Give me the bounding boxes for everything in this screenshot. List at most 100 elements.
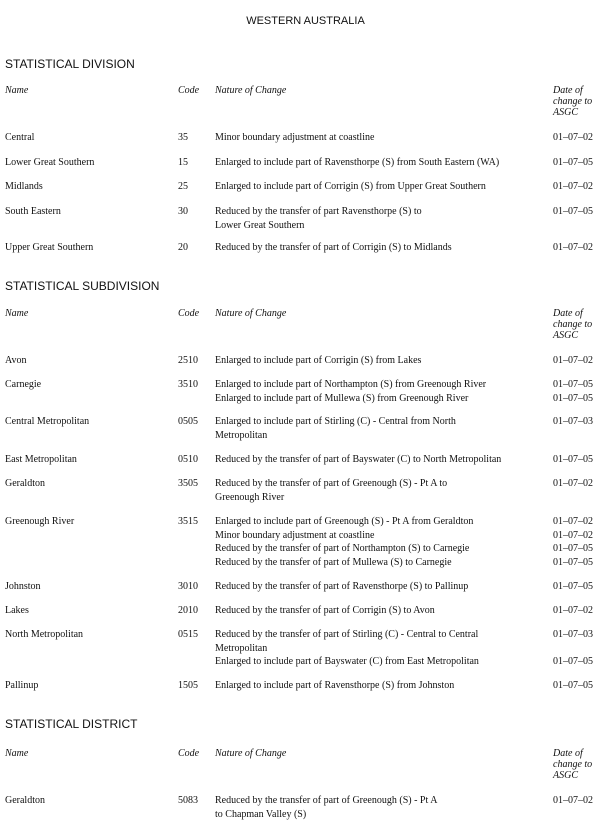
- row-code: 20: [178, 242, 188, 253]
- row-name: Greenough River: [5, 516, 75, 527]
- row-name: Upper Great Southern: [5, 242, 94, 253]
- row-nature-of-change: Reduced by the transfer of part of North…: [215, 543, 470, 555]
- row-code: 15: [178, 157, 188, 168]
- row-date: 01–07–02: [553, 795, 593, 806]
- row-date: 01–07–05: [553, 543, 593, 555]
- row-code: 2510: [178, 355, 198, 366]
- page-title: WESTERN AUSTRALIA: [246, 15, 365, 27]
- row-name: Geraldton: [5, 478, 45, 489]
- row-nature-of-change: Enlarged to include part of Corrigin (S)…: [215, 355, 422, 366]
- column-header-date: change to: [553, 759, 593, 770]
- row-code: 25: [178, 181, 188, 192]
- row-code: 0510: [178, 454, 198, 465]
- row-name: Geraldton: [5, 795, 45, 806]
- row-code: 1505: [178, 680, 198, 691]
- row-name: South Eastern: [5, 206, 61, 217]
- row-nature-of-change: Reduced by the transfer of part of Raven…: [215, 581, 469, 592]
- row-date: 01–07–02: [553, 478, 593, 489]
- row-nature-of-change: Reduced by the transfer of part Ravensth…: [215, 206, 422, 217]
- row-nature-of-change: Metropolitan: [215, 429, 268, 441]
- row-code: 30: [178, 206, 188, 217]
- row-code: 2010: [178, 605, 198, 616]
- row-date: 01–07–05: [553, 556, 593, 568]
- row-nature-of-change: Reduced by the transfer of part of Mulle…: [215, 556, 452, 568]
- row-name: Pallinup: [5, 680, 39, 691]
- row-date: 01–07–05: [553, 680, 593, 691]
- column-header-date: change to: [553, 319, 593, 330]
- row-nature-of-change: Enlarged to include part of Stirling (C)…: [215, 416, 456, 427]
- row-date: 01–07–05: [553, 392, 593, 404]
- column-header-code: Code: [178, 85, 200, 96]
- row-nature-of-change: Minor boundary adjustment at coastline: [215, 529, 375, 541]
- column-header-code: Code: [178, 308, 200, 319]
- column-header-nature: Nature of Change: [215, 85, 287, 96]
- row-date: 01–07–05: [553, 581, 593, 592]
- column-header-name: Name: [5, 308, 29, 319]
- column-header-date: change to: [553, 96, 593, 107]
- column-header-date: Date of: [553, 308, 583, 319]
- row-code: 3510: [178, 379, 198, 390]
- row-date: 01–07–02: [553, 605, 593, 616]
- row-name: East Metropolitan: [5, 454, 77, 465]
- row-nature-of-change: Reduced by the transfer of part of Corri…: [215, 605, 435, 616]
- row-code: 3515: [178, 516, 198, 527]
- row-nature-of-change: to Chapman Valley (S): [215, 808, 307, 820]
- row-nature-of-change: Enlarged to include part of Corrigin (S)…: [215, 181, 486, 192]
- row-code: 35: [178, 132, 188, 143]
- row-name: Central Metropolitan: [5, 416, 90, 427]
- row-date: 01–07–02: [553, 181, 593, 192]
- row-date: 01–07–02: [553, 529, 593, 541]
- row-nature-of-change: Greenough River: [215, 491, 285, 503]
- column-header-date: ASGC: [553, 770, 578, 781]
- row-nature-of-change: Enlarged to include part of Ravensthorpe…: [215, 680, 455, 691]
- row-name: Lower Great Southern: [5, 157, 95, 168]
- section-heading: STATISTICAL SUBDIVISION: [5, 279, 160, 293]
- column-header-name: Name: [5, 85, 29, 96]
- row-nature-of-change: Enlarged to include part of Bayswater (C…: [215, 656, 479, 668]
- column-header-nature: Nature of Change: [215, 748, 287, 759]
- row-date: 01–07–03: [553, 629, 593, 640]
- row-name: Avon: [5, 355, 27, 366]
- row-date: 01–07–02: [553, 355, 593, 366]
- row-name: Carnegie: [5, 379, 42, 390]
- row-nature-of-change: Lower Great Southern: [215, 219, 305, 231]
- row-date: 01–07–05: [553, 454, 593, 465]
- row-nature-of-change: Enlarged to include part of Northampton …: [215, 379, 487, 390]
- row-date: 01–07–05: [553, 206, 593, 217]
- row-nature-of-change: Enlarged to include part of Mullewa (S) …: [215, 392, 469, 404]
- row-code: 3505: [178, 478, 198, 489]
- row-code: 0505: [178, 416, 198, 427]
- row-date: 01–07–03: [553, 416, 593, 427]
- row-date: 01–07–05: [553, 379, 593, 390]
- row-nature-of-change: Reduced by the transfer of part of Baysw…: [215, 454, 502, 465]
- column-header-code: Code: [178, 748, 200, 759]
- row-nature-of-change: Enlarged to include part of Greenough (S…: [215, 516, 474, 527]
- row-date: 01–07–02: [553, 132, 593, 143]
- row-date: 01–07–02: [553, 242, 593, 253]
- row-nature-of-change: Metropolitan: [215, 642, 268, 654]
- row-nature-of-change: Minor boundary adjustment at coastline: [215, 132, 375, 143]
- row-code: 0515: [178, 629, 198, 640]
- row-nature-of-change: Reduced by the transfer of part of Green…: [215, 478, 448, 489]
- column-header-date: ASGC: [553, 330, 578, 341]
- row-nature-of-change: Reduced by the transfer of part of Green…: [215, 795, 438, 806]
- row-date: 01–07–02: [553, 516, 593, 527]
- row-code: 3010: [178, 581, 198, 592]
- row-nature-of-change: Enlarged to include part of Ravensthorpe…: [215, 157, 500, 168]
- section-heading: STATISTICAL DISTRICT: [5, 717, 138, 731]
- row-nature-of-change: Reduced by the transfer of part of Corri…: [215, 242, 452, 253]
- row-code: 5083: [178, 795, 198, 806]
- column-header-name: Name: [5, 748, 29, 759]
- row-nature-of-change: Reduced by the transfer of part of Stirl…: [215, 629, 479, 640]
- column-header-date: ASGC: [553, 107, 578, 118]
- column-header-nature: Nature of Change: [215, 308, 287, 319]
- row-name: Central: [5, 132, 35, 143]
- row-name: Johnston: [5, 581, 41, 592]
- row-date: 01–07–05: [553, 157, 593, 168]
- row-name: Midlands: [5, 181, 43, 192]
- row-date: 01–07–05: [553, 656, 593, 668]
- column-header-date: Date of: [553, 748, 583, 759]
- row-name: Lakes: [5, 605, 29, 616]
- column-header-date: Date of: [553, 85, 583, 96]
- row-name: North Metropolitan: [5, 629, 84, 640]
